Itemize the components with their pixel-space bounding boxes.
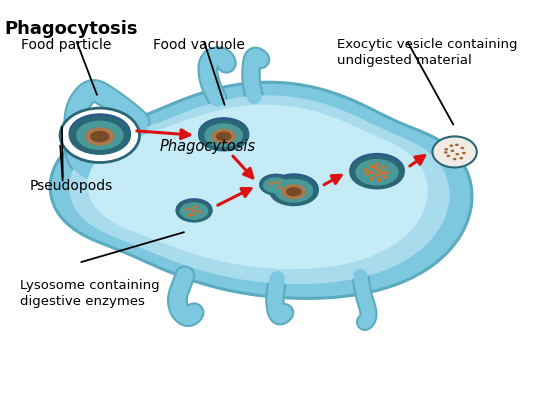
Ellipse shape xyxy=(274,179,313,203)
Ellipse shape xyxy=(69,114,131,152)
Ellipse shape xyxy=(269,182,274,185)
Ellipse shape xyxy=(373,166,378,170)
Ellipse shape xyxy=(176,198,213,221)
Ellipse shape xyxy=(444,151,448,154)
Ellipse shape xyxy=(76,121,123,150)
Ellipse shape xyxy=(199,120,249,151)
Ellipse shape xyxy=(365,172,370,176)
Ellipse shape xyxy=(197,210,202,214)
Ellipse shape xyxy=(377,178,382,182)
Ellipse shape xyxy=(190,213,195,216)
Ellipse shape xyxy=(459,157,463,159)
Ellipse shape xyxy=(275,181,280,184)
Ellipse shape xyxy=(374,173,380,177)
Ellipse shape xyxy=(215,132,232,141)
Ellipse shape xyxy=(369,170,374,174)
Ellipse shape xyxy=(286,187,302,196)
Text: Food particle: Food particle xyxy=(21,38,112,52)
Ellipse shape xyxy=(60,108,139,162)
Ellipse shape xyxy=(193,205,198,209)
Ellipse shape xyxy=(364,168,369,172)
Ellipse shape xyxy=(453,158,456,160)
Ellipse shape xyxy=(377,169,382,173)
Polygon shape xyxy=(88,105,428,269)
Ellipse shape xyxy=(449,144,453,147)
Ellipse shape xyxy=(85,127,114,146)
Text: Exocytic vesicle containing
undigested material: Exocytic vesicle containing undigested m… xyxy=(337,38,518,67)
Polygon shape xyxy=(69,96,449,284)
Ellipse shape xyxy=(381,165,386,169)
Text: Phagocytosis: Phagocytosis xyxy=(160,139,256,154)
Text: Pseudopods: Pseudopods xyxy=(29,179,113,193)
Ellipse shape xyxy=(369,164,374,168)
Ellipse shape xyxy=(90,131,109,142)
Ellipse shape xyxy=(259,174,293,194)
Ellipse shape xyxy=(176,200,213,222)
Ellipse shape xyxy=(455,144,459,146)
Ellipse shape xyxy=(263,177,289,193)
Ellipse shape xyxy=(204,123,243,147)
Ellipse shape xyxy=(349,153,405,187)
Ellipse shape xyxy=(462,152,466,154)
Ellipse shape xyxy=(384,170,389,174)
Ellipse shape xyxy=(349,155,405,190)
Polygon shape xyxy=(50,82,472,298)
Ellipse shape xyxy=(447,155,450,157)
Ellipse shape xyxy=(444,148,448,150)
Ellipse shape xyxy=(199,118,249,149)
Ellipse shape xyxy=(432,136,477,168)
Ellipse shape xyxy=(277,186,282,189)
Ellipse shape xyxy=(212,129,236,144)
Text: Food vacuole: Food vacuole xyxy=(153,38,245,52)
Text: Phagocytosis: Phagocytosis xyxy=(4,20,138,38)
Ellipse shape xyxy=(382,175,387,179)
Ellipse shape xyxy=(355,159,399,186)
Ellipse shape xyxy=(186,208,190,211)
Ellipse shape xyxy=(69,116,131,154)
Text: Lysosome containing
digestive enzymes: Lysosome containing digestive enzymes xyxy=(20,278,160,308)
Ellipse shape xyxy=(282,184,306,199)
Ellipse shape xyxy=(188,214,193,217)
Ellipse shape xyxy=(259,175,293,196)
Ellipse shape xyxy=(461,147,464,149)
Ellipse shape xyxy=(180,202,208,220)
Ellipse shape xyxy=(369,176,374,180)
Ellipse shape xyxy=(191,209,196,212)
Ellipse shape xyxy=(455,153,459,155)
Ellipse shape xyxy=(374,162,380,166)
Ellipse shape xyxy=(269,175,319,206)
Ellipse shape xyxy=(380,172,385,176)
Ellipse shape xyxy=(450,150,454,152)
Ellipse shape xyxy=(269,173,319,204)
